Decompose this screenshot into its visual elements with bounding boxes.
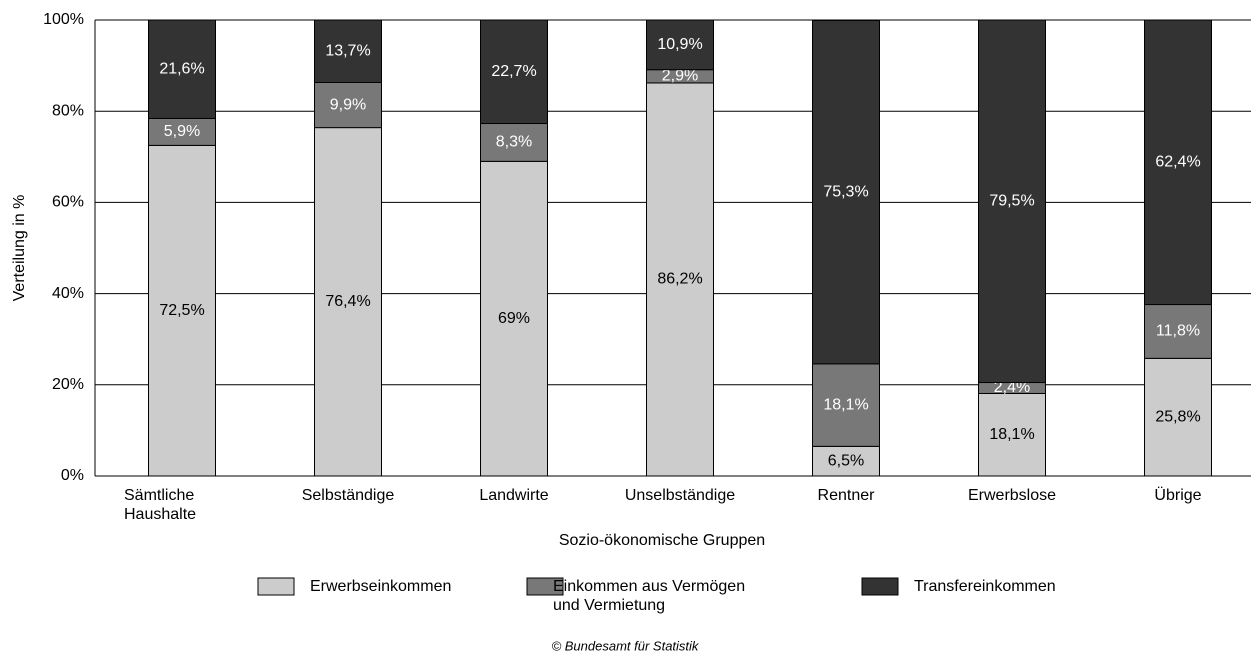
x-tick-label: Landwirte bbox=[479, 487, 549, 504]
bar-segment bbox=[314, 19, 382, 83]
y-tick-label: 80% bbox=[52, 102, 84, 119]
y-tick-label: 60% bbox=[52, 194, 84, 211]
value-label: 72,5% bbox=[159, 302, 204, 319]
value-label: 10,9% bbox=[657, 36, 702, 53]
bar-segment bbox=[148, 19, 216, 119]
value-label: 62,4% bbox=[1155, 153, 1200, 170]
legend-label: Transfereinkommen bbox=[914, 578, 1056, 595]
legend-label: Erwerbseinkommen bbox=[310, 578, 452, 595]
value-label: 21,6% bbox=[159, 60, 204, 77]
bar-segment bbox=[812, 19, 880, 365]
y-tick-label: 20% bbox=[52, 376, 84, 393]
value-label: 13,7% bbox=[325, 42, 370, 59]
value-label: 11,8% bbox=[1156, 323, 1200, 340]
value-label: 18,1% bbox=[823, 396, 868, 413]
bar-segment bbox=[480, 123, 548, 162]
bar-segment bbox=[480, 19, 548, 125]
bar-segment bbox=[646, 82, 714, 477]
legend-swatch bbox=[257, 577, 295, 596]
value-label: 25,8% bbox=[1155, 408, 1200, 425]
bar-segment bbox=[148, 117, 216, 146]
bar-segment bbox=[1144, 19, 1212, 306]
bar-segment bbox=[148, 144, 216, 477]
bar-segment bbox=[314, 127, 382, 477]
bar-segment bbox=[1144, 357, 1212, 477]
value-label: 2,4% bbox=[994, 379, 1030, 396]
y-tick-label: 0% bbox=[61, 467, 84, 484]
source: © Bundesamt für Statistik bbox=[552, 638, 700, 653]
x-tick-label: Selbständige bbox=[301, 487, 395, 504]
bar-segment bbox=[812, 363, 880, 447]
value-label: 18,1% bbox=[989, 426, 1034, 443]
value-label: 8,3% bbox=[496, 134, 532, 151]
value-label: 22,7% bbox=[491, 63, 536, 80]
legend-swatch bbox=[861, 577, 899, 596]
value-label: 75,3% bbox=[823, 183, 868, 200]
bar-segment bbox=[480, 160, 548, 477]
value-label: 5,9% bbox=[164, 123, 200, 140]
value-label: 76,4% bbox=[325, 293, 370, 310]
x-axis-label: Sozio-ökonomische Gruppen bbox=[559, 532, 765, 549]
bar-segment bbox=[978, 392, 1046, 477]
bar-segment bbox=[1144, 304, 1212, 359]
bar-segment bbox=[314, 81, 382, 129]
x-tick-label: Rentner bbox=[817, 487, 875, 504]
legend-swatch bbox=[526, 577, 564, 596]
y-tick-label: 100% bbox=[43, 11, 84, 28]
y-axis-label: Verteilung in % bbox=[11, 195, 28, 302]
bar-segment bbox=[978, 19, 1046, 384]
value-label: 86,2% bbox=[657, 271, 702, 288]
x-tick-label: Übrige bbox=[1154, 487, 1202, 504]
y-tick-label: 40% bbox=[52, 285, 84, 302]
value-label: 2,9% bbox=[662, 68, 698, 85]
value-label: 6,5% bbox=[828, 452, 864, 469]
x-tick-label: Erwerbslose bbox=[967, 487, 1057, 504]
x-tick-label: Sämtliche Haushalte bbox=[124, 487, 197, 523]
legend-label: Einkommen aus Vermögen und Vermietung bbox=[553, 578, 746, 614]
value-label: 69% bbox=[498, 310, 530, 327]
value-label: 9,9% bbox=[330, 96, 366, 113]
value-label: 79,5% bbox=[989, 192, 1034, 209]
x-tick-label: Unselbständige bbox=[624, 487, 736, 504]
bar-segment bbox=[646, 19, 714, 71]
